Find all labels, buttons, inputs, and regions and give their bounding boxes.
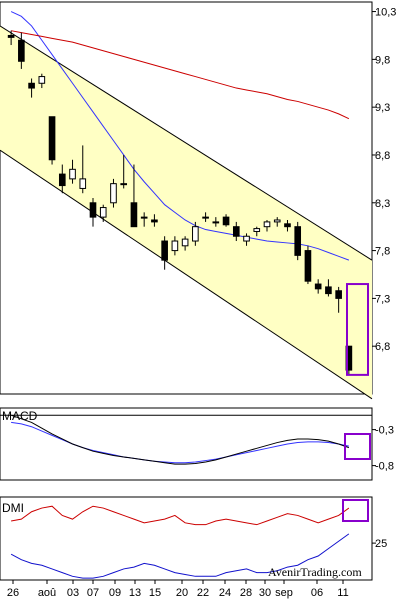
dmi-title: DMI xyxy=(2,501,24,515)
x-tick-label: sep xyxy=(275,587,293,599)
x-tick-label: 11 xyxy=(337,587,348,599)
x-tick-label: 24 xyxy=(219,587,231,599)
x-tick-label: 15 xyxy=(149,587,161,599)
sma-short-line xyxy=(10,11,350,261)
candle-body xyxy=(58,173,66,187)
candle-body xyxy=(232,226,240,237)
candle-body xyxy=(212,221,220,224)
candle-body xyxy=(110,183,117,204)
candle-body xyxy=(69,168,76,180)
candle-body xyxy=(304,250,312,282)
candle-body xyxy=(314,283,322,290)
candle-body xyxy=(130,202,138,228)
x-tick-label: 03 xyxy=(67,587,79,599)
plus-di-line xyxy=(11,505,350,526)
x-tick-label: 20 xyxy=(176,587,188,599)
x-tick-label: 22 xyxy=(197,587,209,599)
macd-highlight-box xyxy=(344,433,371,460)
candle-body xyxy=(181,238,189,247)
candle-body xyxy=(28,82,35,89)
x-tick-label: aoû xyxy=(38,587,56,599)
dmi-plot-area xyxy=(0,496,373,581)
x-tick-label: 09 xyxy=(109,587,121,599)
y-tick-label: 10,3 xyxy=(375,7,396,19)
candle-body xyxy=(151,219,158,223)
y-tick-label: 7,8 xyxy=(375,246,390,258)
macd-line xyxy=(10,414,350,465)
channel-upper-line xyxy=(0,25,373,261)
x-tick-label: 13 xyxy=(129,587,141,599)
candle-body xyxy=(7,34,15,38)
candle-body xyxy=(222,216,230,226)
y-tick-label: 8,8 xyxy=(375,150,390,162)
candle-body xyxy=(161,240,168,261)
x-tick-label: 07 xyxy=(87,587,99,599)
x-tick-label: 28 xyxy=(240,587,252,599)
candle-body xyxy=(263,221,271,228)
candle-body xyxy=(140,216,148,219)
candle-body xyxy=(48,116,56,161)
y-tick-label: 25 xyxy=(375,538,387,550)
macd-panel: -0,3 -0,8 xyxy=(0,407,394,481)
candle-body xyxy=(253,228,261,232)
candle-body xyxy=(243,235,250,242)
x-tick-label: 06 xyxy=(311,587,323,599)
y-tick-label: 7,3 xyxy=(375,293,390,305)
highlight-box xyxy=(346,283,369,376)
candle-body xyxy=(89,202,97,218)
macd-title: MACD xyxy=(2,409,38,423)
candle-body xyxy=(294,226,302,256)
candle-body xyxy=(120,183,128,186)
candle-body xyxy=(38,76,46,84)
dmi-panel: 25 xyxy=(0,496,387,581)
candle-body xyxy=(284,223,291,228)
price-panel: 10,3 9,8 9,3 8,8 8,3 7,8 7,3 6,8 xyxy=(0,1,396,400)
sma-long-line xyxy=(11,30,350,120)
candle-body xyxy=(192,226,199,242)
y-tick-label: 6,8 xyxy=(375,341,390,353)
candle-body xyxy=(335,290,342,299)
x-tick-label: 26 xyxy=(7,587,19,599)
macd-plot-area xyxy=(0,407,373,481)
candle-body xyxy=(171,240,179,252)
candle-body xyxy=(99,207,107,218)
watermark: AvenirTrading.com xyxy=(268,565,362,579)
x-axis: 26 aoû 03 07 09 13 15 20 22 24 28 30 sep 06 11 xyxy=(7,580,349,599)
dmi-highlight-box xyxy=(342,499,369,522)
y-tick-label: -0,8 xyxy=(375,461,394,473)
candle-body xyxy=(18,39,25,62)
candle-body xyxy=(79,178,87,189)
candle-body xyxy=(273,219,281,223)
y-tick-label: 9,8 xyxy=(375,54,390,66)
y-tick-label: 8,3 xyxy=(375,198,390,210)
minus-di-line xyxy=(10,533,350,579)
candle-body xyxy=(202,216,209,219)
trend-channel xyxy=(0,25,372,399)
candle-body xyxy=(325,286,332,295)
y-tick-label: -0,3 xyxy=(375,425,394,437)
y-tick-label: 9,3 xyxy=(375,102,390,114)
x-tick-label: 30 xyxy=(259,587,271,599)
